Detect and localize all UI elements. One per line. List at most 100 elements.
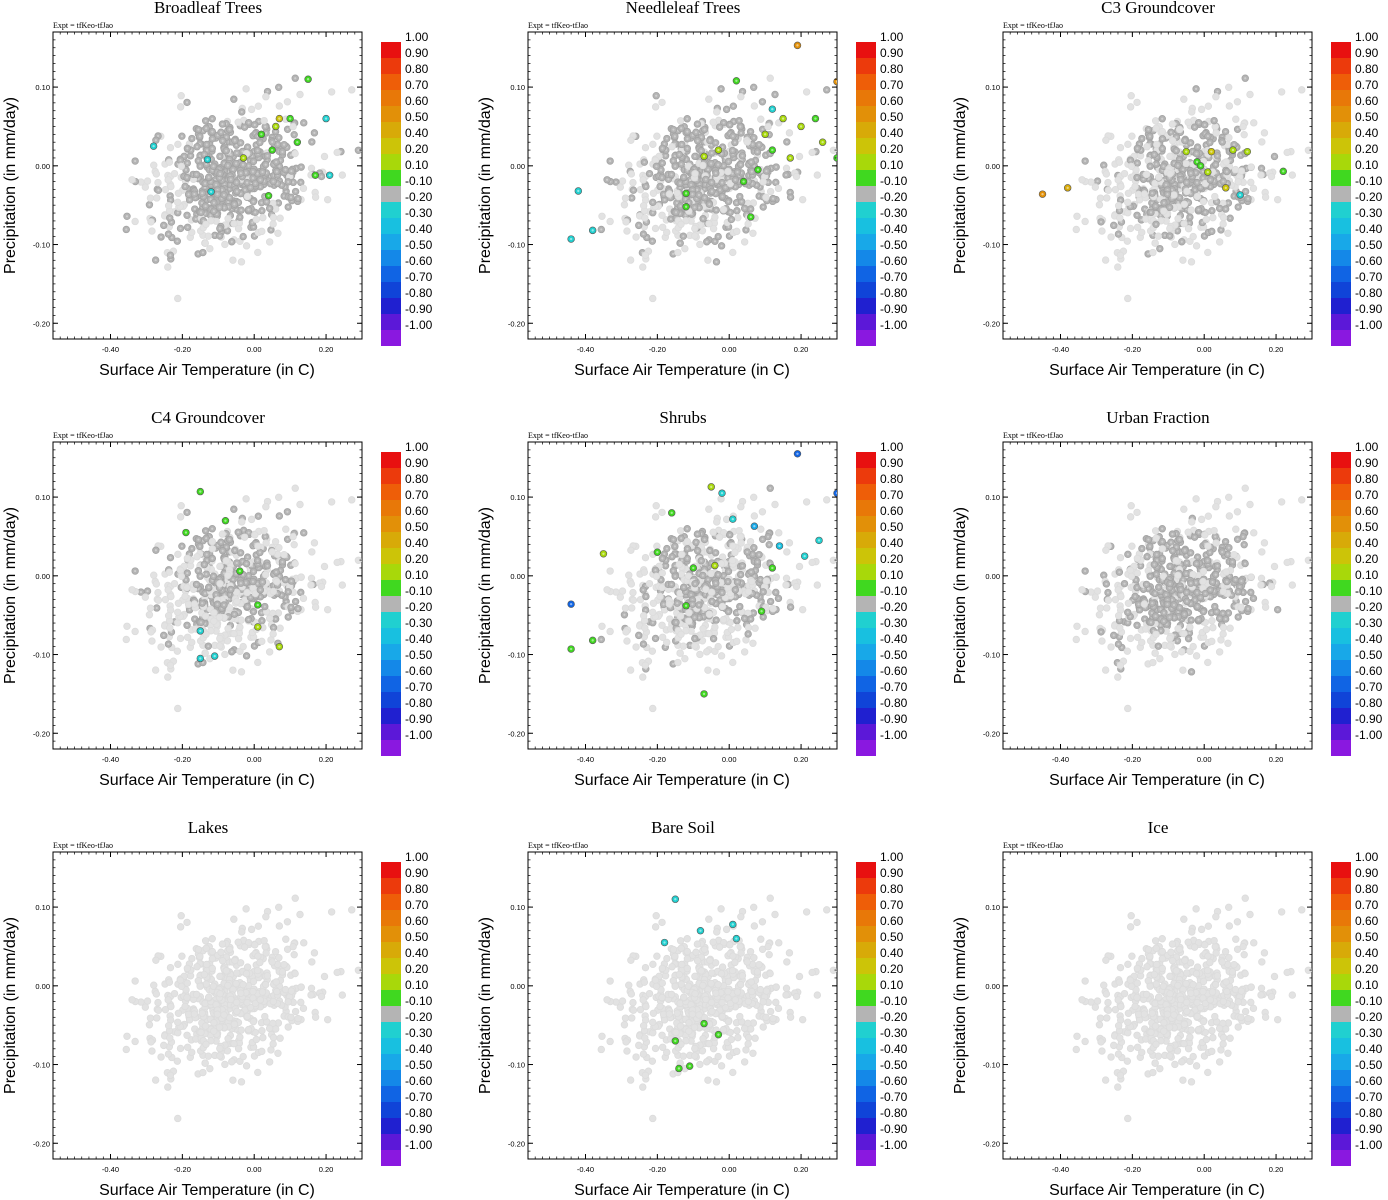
scatter-point-core [245, 562, 248, 565]
scatter-point-core [231, 578, 235, 581]
experiment-label: Expt = tfKeo-tfJao [53, 431, 113, 440]
colorbar-swatch [381, 74, 401, 90]
scatter-point-core [202, 219, 205, 222]
scatter-point-core [686, 117, 689, 120]
highlight-point-core [749, 215, 752, 219]
scatter-point-core [1197, 121, 1200, 124]
scatter-point-core [739, 125, 742, 128]
scatter-point-core [190, 547, 193, 550]
scatter-point-core [264, 125, 267, 128]
scatter-point [1202, 215, 1211, 224]
scatter-point-core [198, 135, 201, 138]
scatter-point-core [716, 163, 720, 166]
scatter-point-core [243, 126, 246, 129]
scatter-point-core [721, 195, 724, 198]
scatter-point-core [169, 254, 172, 257]
colorbar-label: 0.50 [880, 110, 904, 124]
scatter-point-core [1209, 185, 1212, 188]
scatter-point-core [284, 578, 287, 581]
scatter-point-core [287, 180, 290, 183]
colorbar: 1.00 0.90 0.80 0.70 0.60 0.50 0.40 0.20 0.10 -0.1… [856, 30, 908, 346]
scatter-point [181, 592, 189, 601]
scatter-point [1104, 186, 1113, 194]
scatter-point [1189, 232, 1197, 241]
scatter-point [1124, 198, 1132, 207]
colorbar-swatch [1331, 250, 1351, 266]
colorbar-swatch [856, 138, 876, 154]
scatter-point-core [702, 200, 705, 204]
scatter-point [131, 627, 139, 636]
scatter-point [705, 219, 713, 228]
scatter-point-core [678, 153, 681, 156]
scatter-point-core [1196, 146, 1199, 149]
scatter-point-core [721, 146, 724, 149]
colorbar-label: 0.10 [1355, 158, 1379, 172]
scatter-point [239, 642, 247, 651]
y-tick-label: 0.10 [35, 83, 50, 92]
scatter-point-core [718, 188, 722, 192]
scatter-point-core [235, 181, 238, 184]
scatter-point-core [1136, 147, 1139, 150]
highlight-point-core [591, 229, 594, 232]
scatter-point-core [310, 140, 313, 144]
scatter-point-core [276, 182, 279, 185]
scatter-point-core [1140, 137, 1143, 140]
scatter-point [1219, 213, 1228, 222]
y-axis-label: Precipitation (in mm/day) [2, 97, 19, 274]
scatter-point-core [286, 128, 289, 131]
scatter-point-core [698, 183, 701, 186]
scatter-point-core [1197, 208, 1200, 211]
scatter-point-core [256, 582, 259, 585]
scatter-point [208, 545, 217, 553]
scatter-point [1184, 118, 1192, 126]
scatter-point [238, 518, 246, 526]
scatter-point [282, 525, 290, 533]
scatter-point-core [246, 605, 249, 608]
scatter-point [1102, 136, 1110, 144]
scatter-point [247, 515, 256, 524]
scatter-point-core [722, 164, 725, 167]
panel-broadleaf-trees: Broadleaf Trees Expt = tfKeo-tfJao -0.40 -0… [2, 0, 433, 379]
scatter-point-core [205, 559, 209, 562]
scatter-point [176, 566, 185, 574]
scatter-point-core [125, 215, 129, 218]
scatter-point [147, 628, 155, 636]
scatter-point-core [281, 560, 284, 564]
scatter-point-core [738, 195, 741, 198]
scatter-point-core [186, 572, 189, 575]
scatter-point-core [717, 235, 720, 238]
x-tick-label: -0.40 [102, 755, 119, 764]
scatter-point [795, 152, 804, 161]
experiment-label: Expt = tfKeo-tfJao [1003, 21, 1063, 30]
highlight-point-core [256, 625, 260, 629]
scatter-point-core [253, 234, 256, 238]
colorbar-swatch [1331, 170, 1351, 186]
scatter-point [174, 599, 183, 607]
scatter-point [744, 220, 752, 228]
scatter-point [719, 205, 728, 214]
highlight-point-core [314, 174, 317, 177]
scatter-point [1127, 91, 1135, 100]
highlight-point-core [328, 174, 331, 177]
scatter-point-core [740, 200, 743, 203]
y-tick-label: -0.10 [33, 241, 50, 250]
scatter-point [323, 195, 332, 204]
scatter-point-core [282, 143, 286, 146]
scatter-point-core [752, 86, 755, 89]
scatter-point-core [710, 151, 713, 155]
scatter-point [242, 242, 251, 250]
scatter-point-core [749, 130, 752, 133]
scatter-point-core [1206, 135, 1210, 138]
scatter-point [145, 611, 154, 619]
highlight-point-core [199, 629, 202, 633]
scatter-point [658, 211, 666, 219]
scatter-point-core [260, 201, 263, 204]
scatter-point-core [682, 235, 685, 238]
scatter-point-core [201, 602, 204, 605]
scatter-point-core [714, 172, 717, 175]
scatter-point [151, 666, 160, 674]
scatter-point-core [274, 130, 277, 133]
scatter-point-core [705, 240, 708, 243]
scatter-point [792, 172, 801, 181]
